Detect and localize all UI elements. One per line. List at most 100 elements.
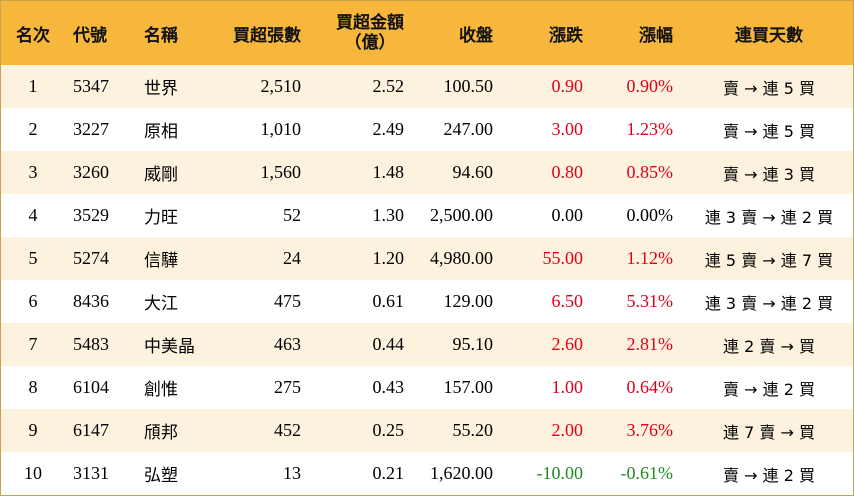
buy-streak-cell: 賣 → 連 5 買 bbox=[723, 121, 815, 141]
name-cell: 世界 bbox=[144, 79, 178, 99]
net-amount-cell: 2.52 bbox=[372, 76, 405, 96]
change-cell: 0.80 bbox=[551, 162, 584, 182]
change-cell: 2.00 bbox=[551, 420, 584, 440]
change-pct-cell: 0.00% bbox=[626, 205, 674, 225]
close-cell: 247.00 bbox=[443, 119, 494, 139]
rank-cell: 5 bbox=[28, 248, 38, 268]
code-cell: 6147 bbox=[73, 420, 109, 440]
header-close: 收盤 bbox=[459, 25, 493, 46]
change-cell: 55.00 bbox=[542, 248, 584, 268]
net-volume-cell: 13 bbox=[283, 463, 301, 483]
code-cell: 6104 bbox=[73, 377, 109, 397]
code-cell: 8436 bbox=[73, 291, 109, 311]
net-amount-cell: 1.30 bbox=[372, 205, 405, 225]
header-buy-streak: 連買天數 bbox=[735, 25, 803, 46]
table-row: 8 6104 創惟 275 0.43 157.00 1.00 0.64% 賣 → 連 2 買 bbox=[1, 366, 853, 409]
net-amount-cell: 0.61 bbox=[372, 291, 405, 311]
change-pct-cell: 5.31% bbox=[626, 291, 674, 311]
net-volume-cell: 452 bbox=[274, 420, 301, 440]
net-volume-cell: 275 bbox=[274, 377, 301, 397]
name-cell: 中美晶 bbox=[144, 337, 195, 357]
buy-streak-cell: 連 3 賣 → 連 2 買 bbox=[704, 293, 834, 313]
buy-streak-cell: 賣 → 連 5 買 bbox=[723, 78, 815, 98]
rank-cell: 4 bbox=[28, 205, 38, 225]
table-row: 7 5483 中美晶 463 0.44 95.10 2.60 2.81% 連 2 賣 → 買 bbox=[1, 323, 853, 366]
close-cell: 157.00 bbox=[443, 377, 494, 397]
buy-streak-cell: 賣 → 連 2 買 bbox=[723, 465, 815, 485]
header-name: 名稱 bbox=[144, 25, 178, 46]
change-cell: -10.00 bbox=[536, 463, 584, 483]
net-volume-cell: 2,510 bbox=[260, 76, 302, 96]
table-row: 4 3529 力旺 52 1.30 2,500.00 0.00 0.00% 連 3 賣 → 連 … bbox=[1, 194, 853, 237]
change-cell: 3.00 bbox=[551, 119, 584, 139]
change-pct-cell: 0.90% bbox=[626, 76, 674, 96]
table-row: 10 3131 弘塑 13 0.21 1,620.00 -10.00 -0.61% 賣 → 連 … bbox=[1, 452, 853, 495]
change-pct-cell: -0.61% bbox=[620, 463, 674, 483]
buy-streak-cell: 賣 → 連 2 買 bbox=[723, 379, 815, 399]
change-pct-cell: 0.64% bbox=[626, 377, 674, 397]
change-pct-cell: 0.85% bbox=[626, 162, 674, 182]
code-cell: 3227 bbox=[73, 119, 109, 139]
change-cell: 1.00 bbox=[551, 377, 584, 397]
buy-streak-cell: 連 3 賣 → 連 2 買 bbox=[704, 207, 834, 227]
name-cell: 力旺 bbox=[144, 208, 178, 228]
table-row: 3 3260 威剛 1,560 1.48 94.60 0.80 0.85% 賣 → 連 3 買 bbox=[1, 151, 853, 194]
net-amount-cell: 0.25 bbox=[372, 420, 405, 440]
rank-cell: 6 bbox=[28, 291, 38, 311]
close-cell: 55.20 bbox=[452, 420, 494, 440]
header-code: 代號 bbox=[73, 25, 107, 46]
name-cell: 信驊 bbox=[144, 251, 178, 271]
change-pct-cell: 1.23% bbox=[626, 119, 674, 139]
net-volume-cell: 1,560 bbox=[260, 162, 302, 182]
close-cell: 94.60 bbox=[452, 162, 494, 182]
table-row: 2 3227 原相 1,010 2.49 247.00 3.00 1.23% 賣 → 連 5 買 bbox=[1, 108, 853, 151]
net-volume-cell: 475 bbox=[274, 291, 301, 311]
buy-streak-cell: 連 7 賣 → 買 bbox=[723, 422, 815, 442]
net-amount-cell: 0.21 bbox=[372, 463, 405, 483]
header-rank: 名次 bbox=[16, 25, 50, 46]
change-pct-cell: 1.12% bbox=[626, 248, 674, 268]
rank-cell: 10 bbox=[24, 463, 42, 483]
rank-cell: 9 bbox=[28, 420, 38, 440]
buy-streak-cell: 連 2 賣 → 買 bbox=[723, 336, 815, 356]
code-cell: 5483 bbox=[73, 334, 109, 354]
table-row: 1 5347 世界 2,510 2.52 100.50 0.90 0.90% 賣 → 連 5 買 bbox=[1, 65, 853, 108]
change-pct-cell: 3.76% bbox=[626, 420, 674, 440]
change-cell: 0.00 bbox=[551, 205, 584, 225]
close-cell: 4,980.00 bbox=[430, 248, 493, 268]
rank-cell: 3 bbox=[28, 162, 38, 182]
net-amount-cell: 0.43 bbox=[372, 377, 405, 397]
name-cell: 大江 bbox=[144, 294, 178, 314]
net-amount-cell: 2.49 bbox=[372, 119, 405, 139]
rank-cell: 7 bbox=[28, 334, 38, 354]
close-cell: 95.10 bbox=[452, 334, 494, 354]
code-cell: 5274 bbox=[73, 248, 109, 268]
header-net-amount-line2: （億） bbox=[344, 33, 396, 53]
name-cell: 創惟 bbox=[144, 380, 178, 400]
change-cell: 0.90 bbox=[551, 76, 584, 96]
rank-cell: 8 bbox=[28, 377, 38, 397]
code-cell: 3260 bbox=[73, 162, 109, 182]
buy-streak-cell: 賣 → 連 3 買 bbox=[723, 164, 815, 184]
table-row: 5 5274 信驊 24 1.20 4,980.00 55.00 1.12% 連 5 賣 → 連… bbox=[1, 237, 853, 280]
rank-cell: 2 bbox=[28, 119, 38, 139]
buy-streak-cell: 連 5 賣 → 連 7 買 bbox=[704, 250, 834, 270]
name-cell: 頎邦 bbox=[144, 423, 178, 443]
net-volume-cell: 24 bbox=[283, 248, 301, 268]
change-pct-cell: 2.81% bbox=[626, 334, 674, 354]
header-net-amount: 買超金額 （億） bbox=[319, 1, 404, 65]
name-cell: 威剛 bbox=[144, 165, 178, 185]
header-change-pct: 漲幅 bbox=[639, 25, 673, 46]
rank-cell: 1 bbox=[28, 76, 38, 96]
code-cell: 3131 bbox=[73, 463, 109, 483]
table-row: 9 6147 頎邦 452 0.25 55.20 2.00 3.76% 連 7 賣 → 買 bbox=[1, 409, 853, 452]
name-cell: 原相 bbox=[144, 122, 178, 142]
net-amount-cell: 1.20 bbox=[372, 248, 405, 268]
close-cell: 100.50 bbox=[443, 76, 494, 96]
net-amount-cell: 0.44 bbox=[372, 334, 405, 354]
close-cell: 129.00 bbox=[443, 291, 494, 311]
net-volume-cell: 52 bbox=[283, 205, 301, 225]
table-header: 名次 代號 名稱 買超張數 買超金額 （億） 收盤 漲跌 漲幅 連買天數 bbox=[1, 1, 853, 65]
net-amount-cell: 1.48 bbox=[372, 162, 405, 182]
table-row: 6 8436 大江 475 0.61 129.00 6.50 5.31% 連 3 賣 → 連 2… bbox=[1, 280, 853, 323]
